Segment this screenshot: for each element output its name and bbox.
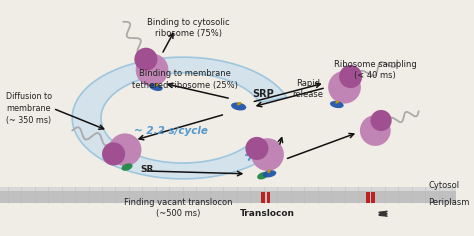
Circle shape: [360, 115, 391, 146]
Text: Binding to membrane
tethered ribosome (25%): Binding to membrane tethered ribosome (2…: [132, 69, 237, 89]
Circle shape: [328, 71, 361, 104]
Ellipse shape: [231, 102, 246, 110]
Ellipse shape: [257, 172, 268, 179]
Circle shape: [134, 48, 157, 71]
Text: Ribosome sampling
(< 40 ms): Ribosome sampling (< 40 ms): [334, 60, 417, 80]
Circle shape: [136, 54, 168, 86]
Ellipse shape: [263, 170, 276, 177]
Bar: [0, 187, 456, 203]
Ellipse shape: [267, 169, 271, 173]
Bar: [0, 187, 456, 191]
Text: Diffusion to
membrane
(~ 350 ms): Diffusion to membrane (~ 350 ms): [6, 92, 52, 125]
Circle shape: [251, 138, 284, 171]
Text: SR: SR: [140, 164, 154, 173]
Circle shape: [109, 133, 141, 166]
Text: Finding vacant translocon
(~500 ms): Finding vacant translocon (~500 ms): [124, 198, 232, 218]
Ellipse shape: [155, 83, 159, 86]
Text: Translocon: Translocon: [240, 209, 295, 218]
Text: Periplasm: Periplasm: [428, 198, 470, 207]
Bar: [261, 192, 264, 203]
Circle shape: [246, 137, 268, 160]
Bar: [372, 192, 375, 203]
Text: Binding to cytosolic
ribosome (75%): Binding to cytosolic ribosome (75%): [147, 18, 230, 38]
Text: Rapid
release: Rapid release: [292, 79, 323, 99]
Bar: [365, 192, 370, 203]
Circle shape: [102, 142, 125, 165]
Polygon shape: [72, 57, 287, 179]
Text: Cytosol: Cytosol: [428, 181, 459, 190]
Circle shape: [371, 110, 392, 131]
Bar: [266, 192, 270, 203]
Text: SRP: SRP: [252, 89, 274, 99]
Ellipse shape: [121, 163, 133, 171]
Ellipse shape: [149, 83, 163, 91]
Circle shape: [339, 65, 362, 88]
Ellipse shape: [335, 100, 339, 104]
Text: ~ 2.2 s/cycle: ~ 2.2 s/cycle: [134, 126, 208, 135]
Ellipse shape: [237, 102, 241, 105]
Ellipse shape: [330, 101, 344, 108]
